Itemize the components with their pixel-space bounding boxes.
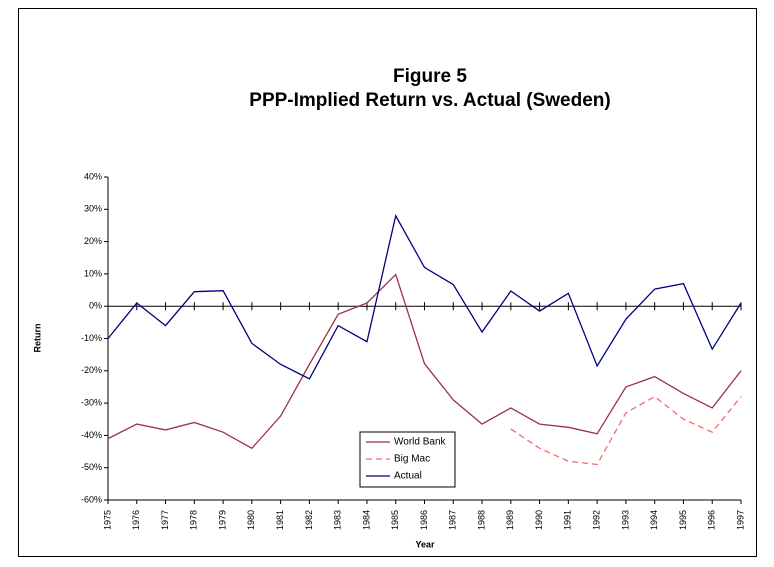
x-tick-label: 1997 <box>735 510 745 530</box>
x-tick-label: 1981 <box>275 510 285 530</box>
legend-label: World Bank <box>394 437 447 448</box>
x-tick-label: 1985 <box>390 510 400 530</box>
series-line <box>510 395 742 466</box>
x-tick-label: 1980 <box>246 510 256 530</box>
y-tick-label: 40% <box>84 171 102 181</box>
legend-label: Big Mac <box>394 454 430 465</box>
chart-subtitle: PPP-Implied Return vs. Actual (Sweden) <box>249 90 610 111</box>
x-tick-label: 1987 <box>448 510 458 530</box>
series-line <box>107 273 742 450</box>
x-tick-label: 1982 <box>304 510 314 530</box>
x-tick-label: 1994 <box>649 510 659 530</box>
x-tick-label: 1988 <box>476 510 486 530</box>
x-tick-label: 1986 <box>419 510 429 530</box>
y-tick-label: 10% <box>84 268 102 278</box>
x-axis-title: Year <box>415 539 435 549</box>
x-tick-label: 1990 <box>534 510 544 530</box>
y-tick-label: -40% <box>81 430 102 440</box>
y-tick-label: 30% <box>84 204 102 214</box>
y-tick-label: -10% <box>81 333 102 343</box>
chart-title: Figure 5 <box>393 66 467 87</box>
series-line <box>107 213 742 380</box>
x-tick-label: 1978 <box>189 510 199 530</box>
x-tick-label: 1975 <box>102 510 112 530</box>
y-tick-label: 0% <box>89 301 102 311</box>
x-tick-label: 1984 <box>361 510 371 530</box>
y-tick-label: 20% <box>84 236 102 246</box>
y-tick-label: -50% <box>81 462 102 472</box>
x-tick-label: 1992 <box>592 510 602 530</box>
legend-label: Actual <box>394 471 422 482</box>
x-tick-label: 1995 <box>678 510 688 530</box>
x-tick-label: 1976 <box>131 510 141 530</box>
x-tick-label: 1993 <box>620 510 630 530</box>
x-tick-label: 1989 <box>505 510 515 530</box>
legend-box <box>359 431 456 488</box>
y-axis-title: Return <box>32 324 42 353</box>
x-tick-label: 1983 <box>333 510 343 530</box>
x-tick-label: 1977 <box>160 510 170 530</box>
y-tick-label: -60% <box>81 494 102 504</box>
x-tick-label: 1979 <box>217 510 227 530</box>
x-tick-label: 1991 <box>563 510 573 530</box>
x-tick-label: 1996 <box>707 510 717 530</box>
y-tick-label: -30% <box>81 397 102 407</box>
y-tick-label: -20% <box>81 365 102 375</box>
